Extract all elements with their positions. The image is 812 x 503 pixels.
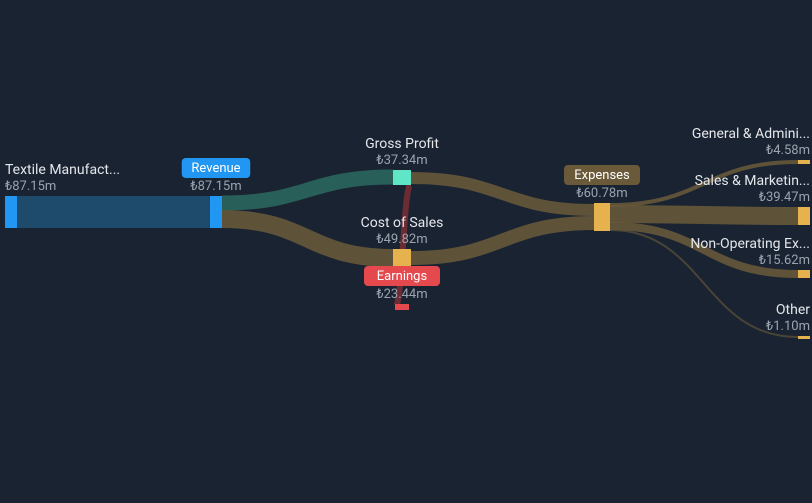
node-label-nonop: Non-Operating Ex...: [690, 236, 810, 252]
node-value-nonop: ₺15.62m: [759, 253, 810, 268]
node-value-sm: ₺39.47m: [759, 190, 810, 205]
link-revenue-gross_profit: [222, 177, 393, 203]
node-tag-revenue: Revenue: [191, 161, 240, 176]
node-other[interactable]: [798, 336, 810, 339]
node-expenses[interactable]: [594, 203, 610, 231]
node-source[interactable]: [5, 196, 17, 228]
node-earnings[interactable]: [395, 304, 409, 310]
node-tag-expenses: Expenses: [574, 168, 630, 183]
node-nonop[interactable]: [798, 270, 810, 278]
node-label-source: Textile Manufact...: [5, 162, 120, 178]
node-value-cost_of_sales: ₺49.82m: [376, 232, 427, 247]
node-value-expenses: ₺60.78m: [576, 186, 627, 201]
node-gross_profit[interactable]: [393, 170, 411, 185]
node-label-ga: General & Admini...: [692, 126, 810, 142]
node-revenue[interactable]: [210, 196, 222, 228]
node-label-sm: Sales & Marketin...: [695, 173, 810, 189]
node-value-other: ₺1.10m: [766, 319, 810, 334]
node-label-cost_of_sales: Cost of Sales: [361, 215, 444, 231]
node-label-gross_profit: Gross Profit: [365, 136, 439, 152]
node-value-revenue: ₺87.15m: [190, 179, 241, 194]
node-tag-earnings: Earnings: [377, 269, 428, 284]
node-label-other: Other: [776, 302, 810, 318]
node-value-gross_profit: ₺37.34m: [376, 153, 427, 168]
link-expenses-sm: [610, 214, 798, 216]
node-ga[interactable]: [798, 160, 810, 164]
node-cost_of_sales[interactable]: [393, 249, 411, 267]
nodes-group: Textile Manufact...₺87.15mRevenue₺87.15m…: [5, 126, 810, 339]
node-value-source: ₺87.15m: [5, 179, 56, 194]
sankey-chart: Textile Manufact...₺87.15mRevenue₺87.15m…: [0, 0, 812, 503]
node-value-ga: ₺4.58m: [766, 143, 810, 158]
node-sm[interactable]: [798, 207, 810, 225]
node-value-earnings: ₺23.44m: [376, 287, 427, 302]
